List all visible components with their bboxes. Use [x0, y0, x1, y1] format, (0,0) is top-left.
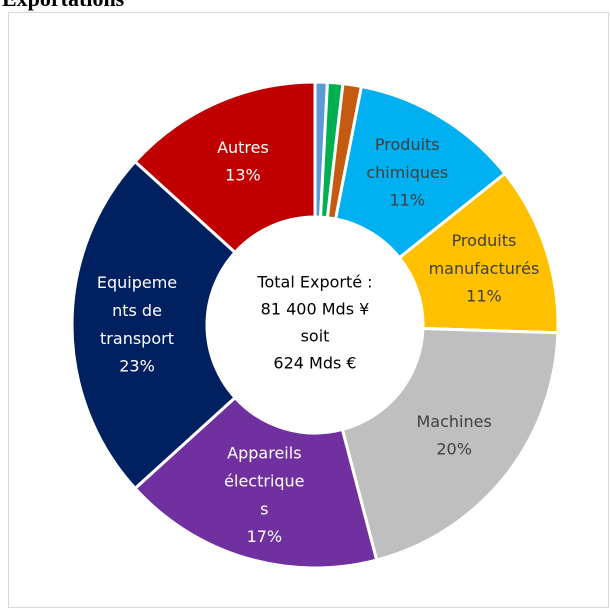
segment-label: Produits manufacturés	[429, 230, 540, 277]
segment-label: Equipeme nts de transport	[97, 273, 177, 348]
segment-value-label: 20%	[436, 439, 472, 458]
donut-segment	[397, 171, 560, 335]
donut-segment	[132, 395, 379, 570]
segment-label: Produits chimiques	[366, 134, 448, 181]
donut-segment	[340, 326, 560, 562]
segment-label: Autres	[217, 138, 269, 157]
segment-value-label: 17%	[247, 527, 283, 546]
segment-value-label: 11%	[466, 286, 502, 305]
segment-value-label: 11%	[389, 190, 425, 209]
segment-label: Machines	[417, 411, 492, 430]
chart-title: Exportations	[2, 0, 125, 11]
center-text: Total Exporté :81 400 Mds ¥ soit 624 Mds €	[256, 272, 372, 372]
donut-segment	[70, 159, 238, 491]
donut-segment	[333, 84, 508, 260]
segment-value-label: 23%	[119, 357, 155, 376]
segment-value-label: 13%	[225, 166, 261, 185]
title-bg	[0, 0, 180, 12]
segment-label: Appareils électrique s	[224, 443, 304, 518]
donut-segment	[132, 80, 317, 255]
